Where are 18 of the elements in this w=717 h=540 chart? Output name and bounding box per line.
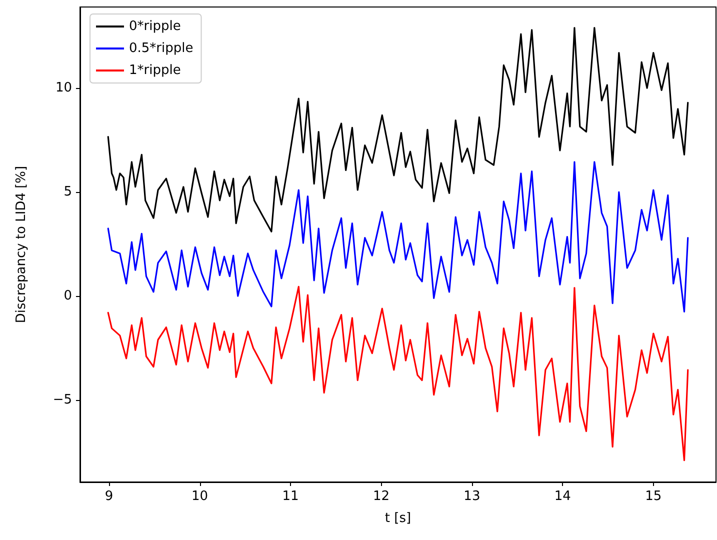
legend-label: 1*ripple [129, 63, 181, 78]
x-tick-label: 10 [191, 489, 208, 504]
y-tick-label: 5 [64, 184, 72, 200]
legend-label: 0*ripple [129, 19, 181, 34]
y-tick-label: −5 [52, 392, 72, 408]
x-tick-label: 15 [645, 489, 662, 504]
line-series [107, 286, 689, 462]
x-tick-label: 14 [554, 489, 571, 504]
x-tick-label: 11 [282, 489, 299, 504]
x-tick-label: 13 [464, 489, 480, 504]
y-tick-label: 0 [64, 288, 72, 304]
x-tick-label: 12 [372, 489, 390, 504]
line-series [107, 161, 689, 312]
x-tick-label: 9 [104, 489, 114, 504]
legend-label: 0.5*ripple [129, 41, 194, 56]
y-tick-label: 10 [55, 80, 72, 96]
y-axis-title: Discrepancy to LID4 [%] [14, 166, 29, 324]
x-axis-title: t [s] [384, 511, 412, 526]
